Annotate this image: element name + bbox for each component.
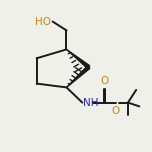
Text: O: O (112, 106, 120, 116)
Text: NH: NH (83, 98, 98, 108)
Text: O: O (100, 76, 109, 85)
Text: HO: HO (35, 17, 51, 27)
Polygon shape (66, 49, 90, 69)
Polygon shape (66, 66, 90, 87)
